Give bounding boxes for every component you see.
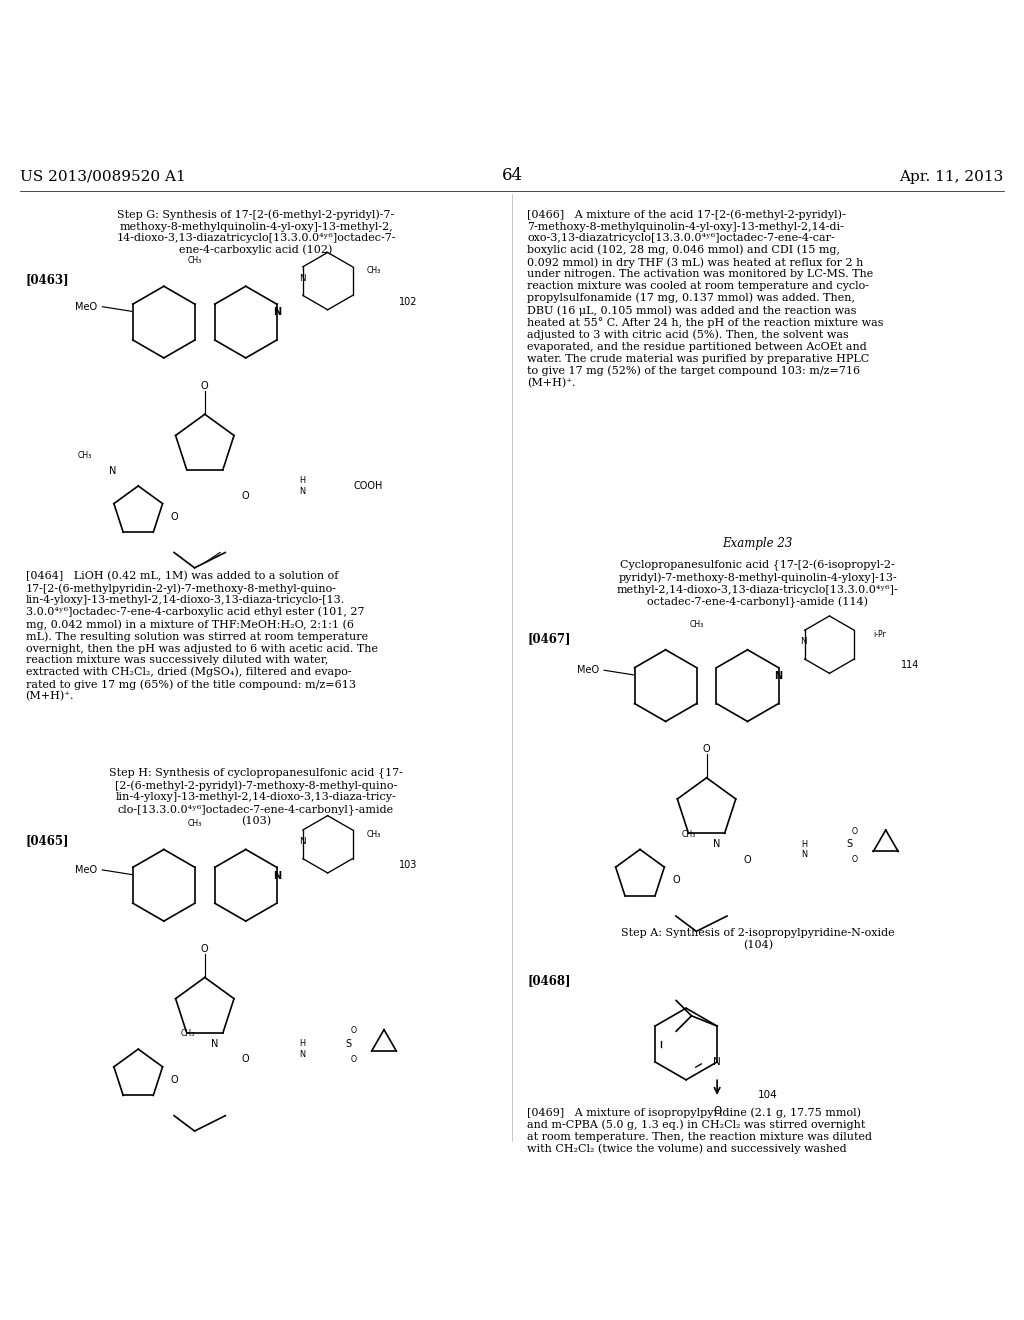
Text: [0464]   LiOH (0.42 mL, 1M) was added to a solution of
17-[2-(6-methylpyridin-2-: [0464] LiOH (0.42 mL, 1M) was added to a… — [26, 572, 378, 702]
Text: [0463]: [0463] — [26, 273, 70, 286]
Text: CH₃: CH₃ — [187, 256, 202, 265]
Text: S: S — [345, 1039, 351, 1049]
Text: O: O — [852, 855, 858, 865]
Text: O: O — [242, 1055, 250, 1064]
Text: [0465]: [0465] — [26, 834, 69, 847]
Text: O: O — [852, 826, 858, 836]
Text: [0468]: [0468] — [527, 974, 570, 987]
Text: Apr. 11, 2013: Apr. 11, 2013 — [899, 170, 1004, 183]
Text: O: O — [201, 380, 209, 391]
Text: N: N — [299, 837, 305, 846]
Text: Step A: Synthesis of 2-isopropylpyridine-N-oxide
(104): Step A: Synthesis of 2-isopropylpyridine… — [621, 928, 895, 950]
Text: CH₃: CH₃ — [78, 450, 92, 459]
Text: 102: 102 — [399, 297, 418, 306]
Text: O: O — [170, 1074, 178, 1085]
Text: S: S — [847, 840, 853, 849]
Text: N: N — [801, 638, 807, 647]
Text: O: O — [350, 1026, 356, 1035]
Text: [0469]   A mixture of isopropylpyridine (2.1 g, 17.75 mmol)
and m-CPBA (5.0 g, 1: [0469] A mixture of isopropylpyridine (2… — [527, 1107, 872, 1154]
Text: O: O — [743, 854, 752, 865]
Text: H
N: H N — [299, 477, 305, 495]
Text: COOH: COOH — [353, 480, 383, 491]
Text: Example 23: Example 23 — [723, 537, 793, 550]
Text: O: O — [350, 1055, 356, 1064]
Text: CH₃: CH₃ — [682, 829, 696, 838]
Text: O: O — [702, 744, 711, 754]
Text: N: N — [272, 308, 281, 317]
Text: [0467]: [0467] — [527, 632, 570, 645]
Text: N: N — [774, 671, 782, 681]
Text: CH₃: CH₃ — [180, 1030, 195, 1039]
Text: Step G: Synthesis of 17-[2-(6-methyl-2-pyridyl)-7-
methoxy-8-methylquinolin-4-yl: Step G: Synthesis of 17-[2-(6-methyl-2-p… — [117, 210, 395, 256]
Text: Step H: Synthesis of cyclopropanesulfonic acid {17-
[2-(6-methyl-2-pyridyl)-7-me: Step H: Synthesis of cyclopropanesulfoni… — [110, 767, 402, 826]
Text: O: O — [672, 875, 680, 886]
Text: CH₃: CH₃ — [367, 829, 381, 838]
Text: [0466]   A mixture of the acid 17-[2-(6-methyl-2-pyridyl)-
7-methoxy-8-methylqui: [0466] A mixture of the acid 17-[2-(6-me… — [527, 210, 884, 388]
Text: H
N: H N — [801, 840, 807, 859]
Text: MeO: MeO — [75, 302, 97, 312]
Text: N: N — [109, 466, 117, 475]
Text: MeO: MeO — [75, 865, 97, 875]
Text: Cyclopropanesulfonic acid {17-[2-(6-isopropyl-2-
pyridyl)-7-methoxy-8-methyl-qui: Cyclopropanesulfonic acid {17-[2-(6-isop… — [616, 560, 899, 609]
Text: N: N — [272, 871, 281, 880]
Text: O: O — [201, 944, 209, 954]
Text: CH₃: CH₃ — [187, 820, 202, 829]
Text: US 2013/0089520 A1: US 2013/0089520 A1 — [20, 170, 186, 183]
Text: CH₃: CH₃ — [367, 267, 381, 276]
Text: N: N — [713, 840, 721, 849]
Text: H
N: H N — [299, 1039, 305, 1059]
Text: N: N — [299, 273, 305, 282]
Text: N: N — [714, 1057, 721, 1067]
Text: 114: 114 — [901, 660, 920, 671]
Text: N: N — [211, 1039, 219, 1049]
Text: O: O — [242, 491, 250, 502]
Text: O: O — [713, 1106, 721, 1117]
Text: 103: 103 — [399, 859, 418, 870]
Text: i-Pr: i-Pr — [873, 630, 886, 639]
Text: 104: 104 — [758, 1090, 777, 1100]
Text: O: O — [170, 512, 178, 521]
Text: CH₃: CH₃ — [689, 619, 703, 628]
Text: MeO: MeO — [577, 665, 599, 676]
Text: 64: 64 — [502, 166, 522, 183]
